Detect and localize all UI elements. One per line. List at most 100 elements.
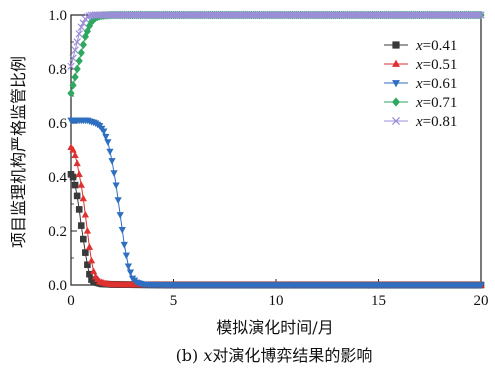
y-tick-label: 0.6 <box>48 116 67 132</box>
data-point <box>116 212 124 219</box>
data-point <box>124 263 133 271</box>
data-point <box>104 139 112 146</box>
data-point <box>83 227 92 234</box>
data-point <box>75 56 83 66</box>
caption-text: 对演化博弈结果的影响 <box>212 346 372 365</box>
x-tick-label: 0 <box>67 293 75 309</box>
data-point <box>77 222 85 229</box>
data-point <box>87 17 96 27</box>
legend-value: =0.51 <box>423 57 458 73</box>
data-point <box>89 267 98 275</box>
data-point <box>86 270 93 278</box>
data-point <box>120 241 128 249</box>
legend-variable: x <box>415 95 423 111</box>
y-tick-label: 0.2 <box>48 224 67 240</box>
x-tick-label: 15 <box>371 293 386 309</box>
data-point <box>71 181 79 189</box>
data-point <box>118 227 126 234</box>
y-axis-title: 项目监理机构严格监管比例 <box>9 56 28 248</box>
legend-item: x=0.81 <box>384 114 457 130</box>
legend-marker <box>391 116 401 126</box>
legend-value: =0.41 <box>423 38 458 54</box>
x-tick-label: 5 <box>170 293 178 309</box>
data-point <box>83 13 92 21</box>
series-line <box>71 119 481 286</box>
data-point <box>126 269 135 277</box>
data-point <box>67 89 75 98</box>
legend-label: x=0.81 <box>415 114 457 130</box>
series-line <box>70 146 481 286</box>
figure-caption: (b) x对演化博弈结果的影响 <box>176 346 373 365</box>
data-point <box>73 64 81 74</box>
y-tick-label: 0.0 <box>48 278 67 294</box>
data-point <box>71 72 79 82</box>
data-point <box>82 249 89 256</box>
legend-item: x=0.61 <box>384 76 457 92</box>
data-point <box>69 80 77 90</box>
data-point <box>87 256 96 264</box>
data-point <box>79 19 88 27</box>
data-point <box>114 197 122 204</box>
series-line <box>70 173 481 286</box>
legend-item: x=0.41 <box>384 38 457 54</box>
data-point <box>81 210 89 218</box>
legend-label: x=0.61 <box>415 76 457 92</box>
data-point <box>77 48 85 58</box>
caption-variable: x <box>203 346 212 365</box>
legend-variable: x <box>415 76 423 92</box>
data-point <box>73 192 81 200</box>
data-point <box>80 235 87 243</box>
legend-item: x=0.51 <box>384 57 457 73</box>
data-point <box>75 30 83 38</box>
data-point <box>110 170 118 177</box>
caption-prefix: (b) <box>176 346 204 365</box>
data-point <box>73 38 81 46</box>
data-point <box>69 146 77 153</box>
series-x=0.61 <box>67 117 485 289</box>
legend-item: x=0.71 <box>384 95 457 111</box>
legend-value: =0.71 <box>423 95 458 111</box>
data-point <box>477 282 485 289</box>
x-axis-title: 模拟演化时间/月 <box>216 318 333 337</box>
data-point <box>475 11 483 19</box>
legend-label: x=0.41 <box>415 38 457 54</box>
data-point <box>112 182 120 190</box>
legend-value: =0.61 <box>423 76 458 92</box>
data-point <box>69 54 77 62</box>
legend-label: x=0.71 <box>415 95 457 111</box>
plot-frame <box>70 14 482 286</box>
legend-marker <box>392 80 400 88</box>
legend-variable: x <box>415 38 423 54</box>
legend-variable: x <box>415 114 423 130</box>
data-point <box>79 40 87 49</box>
legend-marker <box>392 97 400 107</box>
data-point <box>477 11 485 19</box>
data-point <box>84 261 91 269</box>
legend-value: =0.81 <box>423 114 458 130</box>
data-point <box>71 151 79 159</box>
data-point <box>77 23 85 31</box>
data-point <box>100 128 108 136</box>
y-tick-label: 0.8 <box>48 62 67 78</box>
data-point <box>122 252 130 260</box>
series-x=0.81 <box>67 11 485 71</box>
legend-variable: x <box>415 57 423 73</box>
data-point <box>106 148 114 156</box>
data-point <box>85 243 94 250</box>
legend-marker <box>392 59 400 67</box>
x-tick-label: 10 <box>269 293 284 309</box>
y-tick-label: 1.0 <box>48 8 67 24</box>
data-point <box>102 133 110 141</box>
data-point <box>71 46 79 54</box>
series-layer <box>67 10 485 289</box>
data-point <box>77 181 85 188</box>
data-point <box>79 194 87 202</box>
data-point <box>73 159 81 167</box>
data-point <box>69 173 77 181</box>
y-tick-label: 0.4 <box>48 170 67 186</box>
legend-marker <box>392 41 400 49</box>
legend: x=0.41x=0.51x=0.61x=0.71x=0.81 <box>384 38 457 130</box>
data-point <box>108 158 116 165</box>
data-point <box>75 206 83 213</box>
